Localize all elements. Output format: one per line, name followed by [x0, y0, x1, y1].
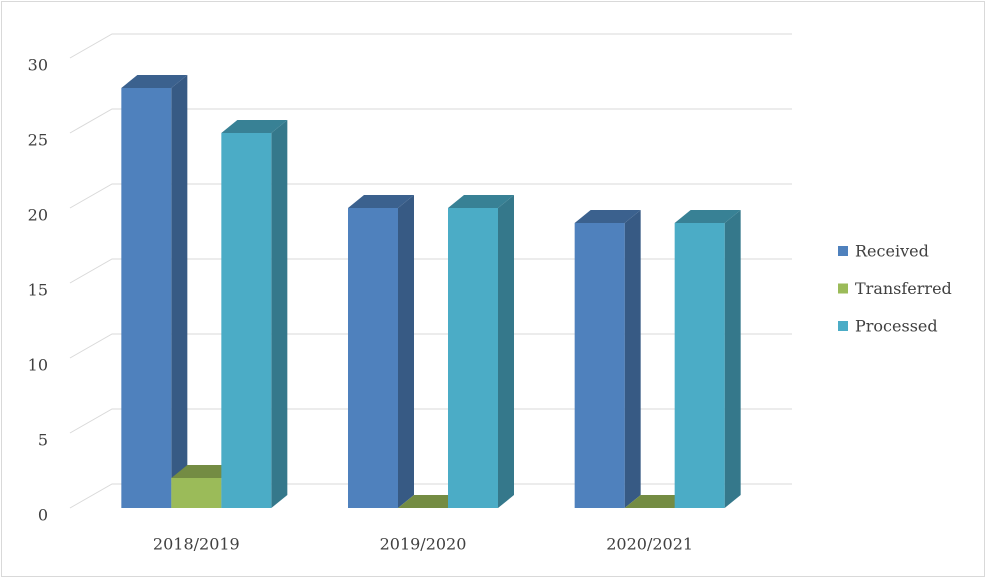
bar-top [221, 120, 288, 133]
bar [448, 208, 498, 508]
grid-line [69, 108, 792, 134]
y-tick-label: 30 [28, 56, 48, 75]
bar-top [448, 195, 514, 208]
bar-side [271, 120, 288, 508]
legend-label: Transferred [855, 279, 952, 298]
bar [221, 133, 272, 508]
bar [171, 478, 222, 508]
bar-top [348, 195, 414, 208]
bar-top [398, 495, 464, 508]
bar-top [171, 465, 238, 478]
bar-top [624, 495, 691, 508]
y-tick-label: 0 [38, 506, 48, 525]
y-tick-label: 15 [28, 281, 48, 300]
grid-line [69, 258, 792, 284]
grid-line [69, 333, 792, 359]
bar-top [574, 210, 641, 223]
bar [121, 88, 172, 508]
legend-swatch [838, 321, 848, 331]
bar [348, 208, 398, 508]
bar-side [724, 210, 741, 508]
bar [574, 223, 625, 508]
legend-swatch [838, 246, 848, 256]
bar [674, 223, 725, 508]
x-tick-label: 2020/2021 [606, 535, 693, 554]
grid-line [69, 33, 792, 59]
y-tick-label: 5 [38, 431, 48, 450]
bar-side [624, 210, 641, 508]
grid-line [69, 408, 792, 434]
grid-line [69, 183, 792, 209]
legend-swatch [838, 283, 848, 294]
y-tick-label: 25 [28, 131, 48, 150]
grid-line [69, 483, 792, 509]
bar-top [674, 210, 741, 223]
bar-side [171, 75, 188, 508]
legend-label: Processed [855, 317, 938, 336]
y-tick-label: 20 [28, 206, 48, 225]
x-tick-label: 2019/2020 [380, 535, 467, 554]
bar-top [121, 75, 188, 88]
legend-label: Received [855, 242, 929, 261]
x-tick-label: 2018/2019 [153, 535, 240, 554]
y-tick-label: 10 [28, 356, 48, 375]
bar-side [498, 195, 514, 508]
bar-side [398, 195, 414, 508]
